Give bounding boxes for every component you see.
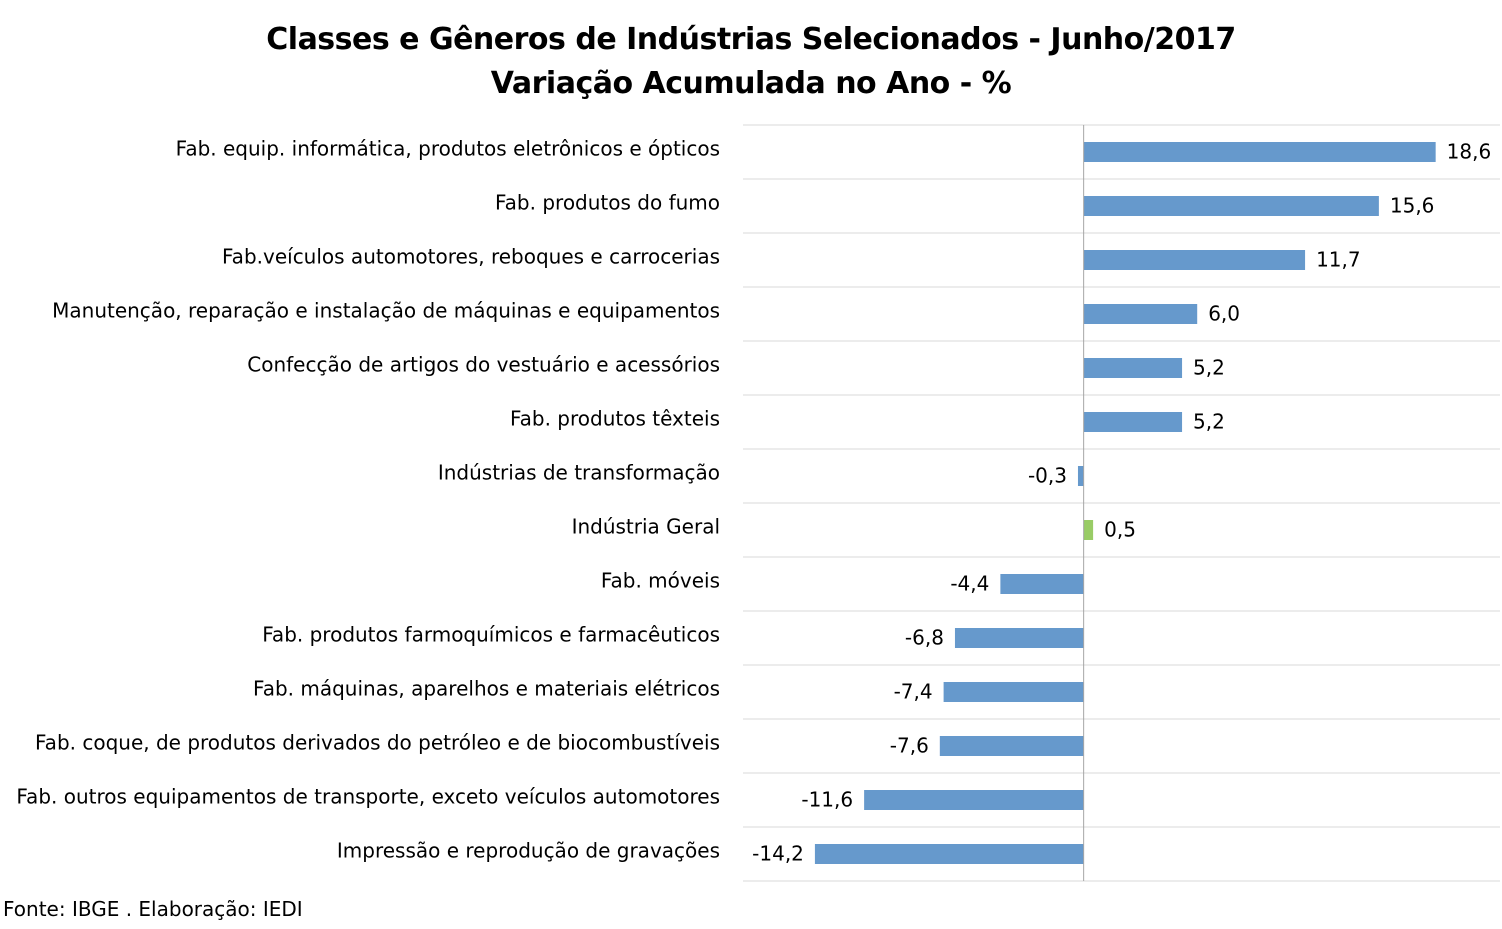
bars: [814, 142, 1436, 864]
category-label: Fab.veículos automotores, reboques e car…: [222, 245, 720, 269]
bar: [943, 682, 1084, 702]
chart-subtitle: Variação Acumulada no Ano - %: [490, 66, 1012, 101]
category-labels: Fab. equip. informática, produtos eletrô…: [16, 137, 720, 863]
category-label: Indústrias de transformação: [438, 461, 720, 485]
value-label: -0,3: [1028, 464, 1067, 488]
category-label: Impressão e reprodução de gravações: [337, 839, 720, 863]
value-label: 5,2: [1193, 410, 1225, 434]
value-labels: 18,6 15,6 11,7 6,0 5,2 5,2 -0,3 0,5 -4,4 -6,8 -7,4…: [752, 140, 1491, 866]
bar: [939, 736, 1084, 756]
bar: [1083, 142, 1436, 162]
value-label: 0,5: [1104, 518, 1136, 542]
category-label: Fab. equip. informática, produtos eletrô…: [176, 137, 720, 161]
value-label: -4,4: [950, 572, 989, 596]
category-label: Fab. produtos têxteis: [510, 407, 720, 431]
value-label: 5,2: [1193, 356, 1225, 380]
bar: [1077, 466, 1084, 486]
category-label: Fab. produtos farmoquímicos e farmacêuti…: [262, 623, 720, 647]
category-label: Fab. móveis: [601, 569, 720, 593]
category-label: Fab. coque, de produtos derivados do pet…: [35, 731, 720, 755]
value-label: 6,0: [1208, 302, 1240, 326]
category-label: Manutenção, reparação e instalação de má…: [52, 299, 720, 323]
gridlines: [743, 124, 1500, 882]
bar: [1083, 358, 1183, 378]
value-label: -6,8: [905, 626, 944, 650]
value-label: -14,2: [752, 842, 804, 866]
bar: [1083, 250, 1306, 270]
bar: [1000, 574, 1084, 594]
category-label: Fab. máquinas, aparelhos e materiais elé…: [253, 677, 720, 701]
category-label: Indústria Geral: [572, 515, 720, 539]
value-label: -11,6: [801, 788, 853, 812]
bar: [814, 844, 1084, 864]
source-note: Fonte: IBGE . Elaboração: IEDI: [3, 897, 303, 921]
bar: [1083, 196, 1379, 216]
category-label: Confecção de artigos do vestuário e aces…: [247, 353, 720, 377]
value-label: 18,6: [1447, 140, 1492, 164]
bar: [1083, 304, 1198, 324]
value-label: 11,7: [1316, 248, 1361, 272]
bar: [954, 628, 1084, 648]
value-label: 15,6: [1390, 194, 1435, 218]
bar: [1083, 412, 1183, 432]
chart-title: Classes e Gêneros de Indústrias Selecion…: [266, 22, 1236, 57]
category-label: Fab. outros equipamentos de transporte, …: [16, 785, 720, 809]
bar: [864, 790, 1084, 810]
value-label: -7,6: [890, 734, 929, 758]
value-label: -7,4: [894, 680, 933, 704]
bar: [1083, 520, 1094, 540]
chart-title-block: Classes e Gêneros de Indústrias Selecion…: [0, 18, 1502, 106]
category-label: Fab. produtos do fumo: [495, 191, 720, 215]
